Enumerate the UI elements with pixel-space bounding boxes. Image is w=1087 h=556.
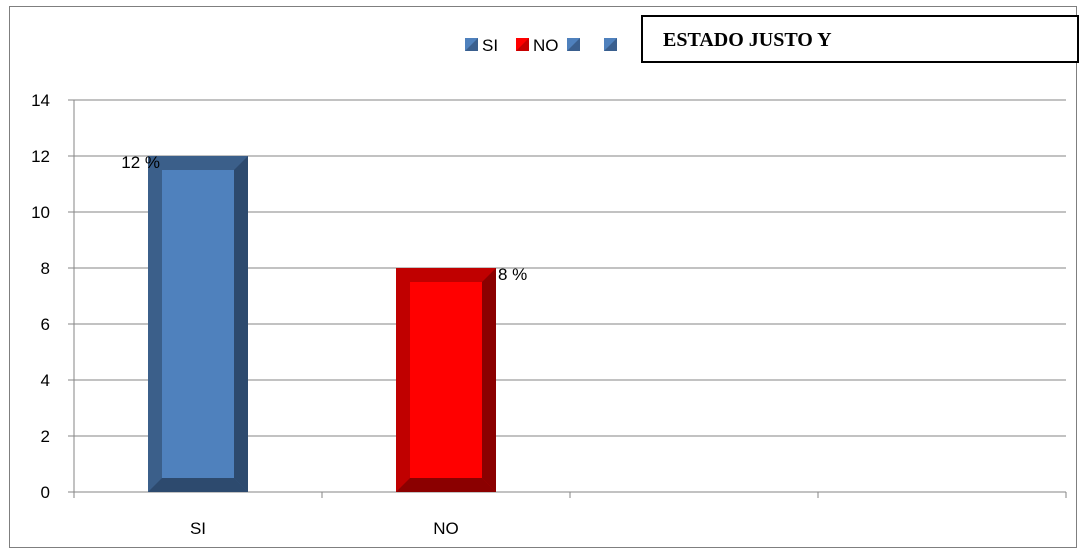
data-labels: 12 % 8 % <box>121 153 527 284</box>
y-tick-label: 12 <box>31 147 50 166</box>
bar-si <box>148 156 248 492</box>
y-tick-label: 10 <box>31 203 50 222</box>
legend-entry <box>567 38 580 51</box>
data-label: 8 % <box>498 265 527 284</box>
bar-face <box>410 282 482 478</box>
legend-swatch-shade <box>465 38 478 51</box>
bar-bevel-bottom <box>148 478 248 492</box>
chart-title: ESTADO JUSTO Y <box>641 15 1079 63</box>
y-tick-label: 6 <box>41 315 50 334</box>
y-tick-label: 4 <box>41 371 50 390</box>
legend-swatch-shade <box>567 38 580 51</box>
bars <box>148 156 496 492</box>
x-tick-label: SI <box>190 519 206 538</box>
x-tick-label: NO <box>433 519 459 538</box>
legend-entry: SI <box>465 36 498 55</box>
legend-swatch-shade <box>604 38 617 51</box>
legend-entry: NO <box>516 36 559 55</box>
data-label: 12 % <box>121 153 160 172</box>
y-tick-label: 0 <box>41 483 50 502</box>
bar-bevel-right <box>234 156 248 492</box>
bar-bevel-right <box>482 268 496 492</box>
bar-bevel-bottom <box>396 478 496 492</box>
y-tick-label: 14 <box>31 91 50 110</box>
legend-label: NO <box>533 36 559 55</box>
y-tick-label: 8 <box>41 259 50 278</box>
legend: SI NO <box>465 36 617 55</box>
legend-entry <box>604 38 617 51</box>
bar-no <box>396 268 496 492</box>
legend-swatch-shade <box>516 38 529 51</box>
legend-label: SI <box>482 36 498 55</box>
bar-face <box>162 170 234 478</box>
y-tick-label: 2 <box>41 427 50 446</box>
